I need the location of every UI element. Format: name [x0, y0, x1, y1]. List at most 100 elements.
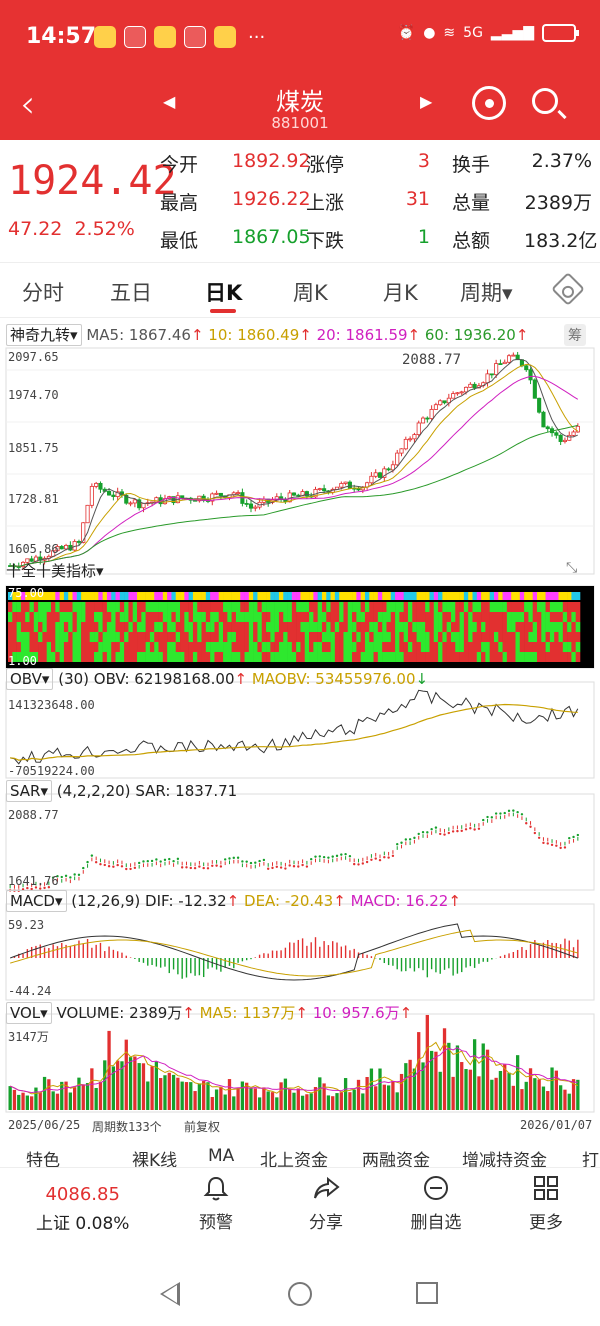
sar-dot [512, 809, 515, 812]
shiquan-cell [386, 632, 392, 642]
kline-header: 神奇九转▾ MA5: 1867.46↑ 10: 1860.49↑ 20: 186… [6, 324, 528, 346]
shiquan-cell [343, 592, 349, 600]
shiquan-cell [545, 602, 551, 612]
system-back-icon[interactable] [160, 1282, 180, 1306]
chip-button[interactable]: 筹 [564, 324, 586, 346]
tab-period[interactable]: 周期▾ [460, 277, 513, 307]
shiquan-cell [536, 642, 542, 652]
shiquan-cell [369, 602, 374, 612]
shiquan-cell [38, 642, 43, 652]
volume-bar [425, 1014, 429, 1110]
shiquan-cell [188, 592, 194, 600]
tab-daily-k[interactable]: 日K [205, 281, 243, 305]
shiquan-cell [326, 612, 331, 622]
shiquan-cell [158, 642, 164, 652]
up-arrow-icon: ↑ [182, 1004, 195, 1022]
share-button[interactable]: 分享 [286, 1174, 366, 1233]
search-icon[interactable] [532, 88, 558, 114]
next-stock-icon[interactable]: ▶ [420, 92, 433, 111]
shiquan-cell [42, 622, 48, 632]
tab-northbound[interactable]: 北上资金 [260, 1151, 328, 1168]
volume-bar [438, 1071, 442, 1110]
tab-ma[interactable]: MA [208, 1146, 235, 1166]
shiquan-cell [85, 622, 91, 632]
back-icon[interactable]: ‹ [20, 82, 36, 126]
tab-margin[interactable]: 两融资金 [362, 1151, 430, 1168]
shiquan-cell [429, 592, 435, 600]
shiquan-cell [119, 652, 125, 662]
alert-button[interactable]: 预警 [176, 1174, 256, 1233]
shiquan-cell [502, 642, 508, 652]
macd-select[interactable]: MACD▾ [6, 890, 67, 912]
shiquan-cell [571, 632, 576, 642]
candle-body [532, 379, 537, 399]
index-ticker[interactable]: 4086.85 上证 0.08% [36, 1184, 129, 1234]
vol-select[interactable]: VOL▾ [6, 1002, 52, 1024]
sar-dot [236, 856, 240, 859]
tab-monthly-k[interactable]: 月K [383, 281, 418, 305]
shiquan-cell [283, 612, 288, 622]
shiquan-cell [59, 602, 65, 612]
shiquan-cell [81, 602, 86, 612]
system-home-icon[interactable] [288, 1282, 312, 1306]
shiquan-cell [373, 602, 379, 612]
shiquan-cell [149, 642, 155, 652]
sar-select[interactable]: SAR▾ [6, 780, 53, 802]
shiquan-cell [25, 652, 30, 662]
sar-dot [572, 835, 575, 839]
shiquan-cell [261, 602, 267, 612]
mascot-icon[interactable] [472, 86, 506, 120]
shiquan-cell [192, 612, 198, 622]
expand-icon[interactable]: ⤡ [566, 560, 578, 576]
shiquan-cell [132, 612, 138, 622]
shiquan-cell [240, 612, 245, 622]
tab-weekly-k[interactable]: 周K [293, 281, 328, 305]
shiquan-cell [29, 592, 35, 600]
chart-settings-icon[interactable] [551, 272, 585, 306]
volume-bar [124, 1039, 128, 1110]
system-recent-icon[interactable] [416, 1282, 438, 1304]
shiquan-cell [184, 652, 189, 662]
obv-select[interactable]: OBV▾ [6, 668, 54, 690]
shiquan-cell [390, 632, 396, 642]
shiquan-cell [567, 622, 572, 632]
shiquan-cell [519, 602, 525, 612]
up-arrow-icon: ↑ [226, 892, 240, 910]
shiquan-cell [300, 652, 306, 662]
shiquan-cell [407, 612, 413, 622]
shiquan-cell [33, 632, 39, 642]
shiquan-cell [192, 592, 198, 600]
panel-frame [5, 903, 595, 1001]
tab-special[interactable]: 特色 [26, 1151, 60, 1168]
kline-indicator-select[interactable]: 神奇九转▾ [6, 324, 82, 346]
shiquan-cell [459, 602, 465, 612]
dropdown-caret-icon: ▾ [96, 562, 104, 580]
tab-naked-k[interactable]: 裸K线 [132, 1151, 178, 1168]
shiquan-cell [149, 652, 155, 662]
shiquan-cell [68, 632, 73, 642]
candle-body [98, 482, 103, 490]
shiquan-cell [8, 632, 13, 642]
tab-more[interactable]: 打 [582, 1151, 599, 1168]
up-arrow-icon: ↑ [190, 326, 204, 344]
volume-bar [468, 1069, 472, 1110]
shiquan-cell [29, 642, 35, 652]
volume-bar [313, 1087, 318, 1110]
chart-area[interactable]: 神奇九转▾ MA5: 1867.46↑ 10: 1860.49↑ 20: 186… [0, 318, 600, 1140]
shiquan-cell [55, 602, 60, 612]
shiquan-cell [326, 652, 331, 662]
sar-dot [516, 811, 519, 814]
tab-five-day[interactable]: 五日 [110, 281, 152, 305]
shiquan-cell [214, 622, 220, 632]
shiquan-bottom-label: 1.00 [8, 654, 37, 668]
candle-body [416, 422, 421, 435]
prev-stock-icon[interactable]: ◀ [163, 92, 176, 111]
remove-watchlist-button[interactable]: 删自选 [396, 1174, 476, 1233]
tab-minute[interactable]: 分时 [22, 281, 64, 305]
tab-holding-change[interactable]: 增减持资金 [462, 1151, 547, 1168]
shiquan-cell [171, 632, 177, 642]
more-button[interactable]: 更多 [506, 1174, 586, 1233]
volume-bar [249, 1088, 253, 1110]
shiquan-cell [313, 592, 318, 600]
shiquan-title[interactable]: 十全十美指标 [6, 562, 97, 580]
